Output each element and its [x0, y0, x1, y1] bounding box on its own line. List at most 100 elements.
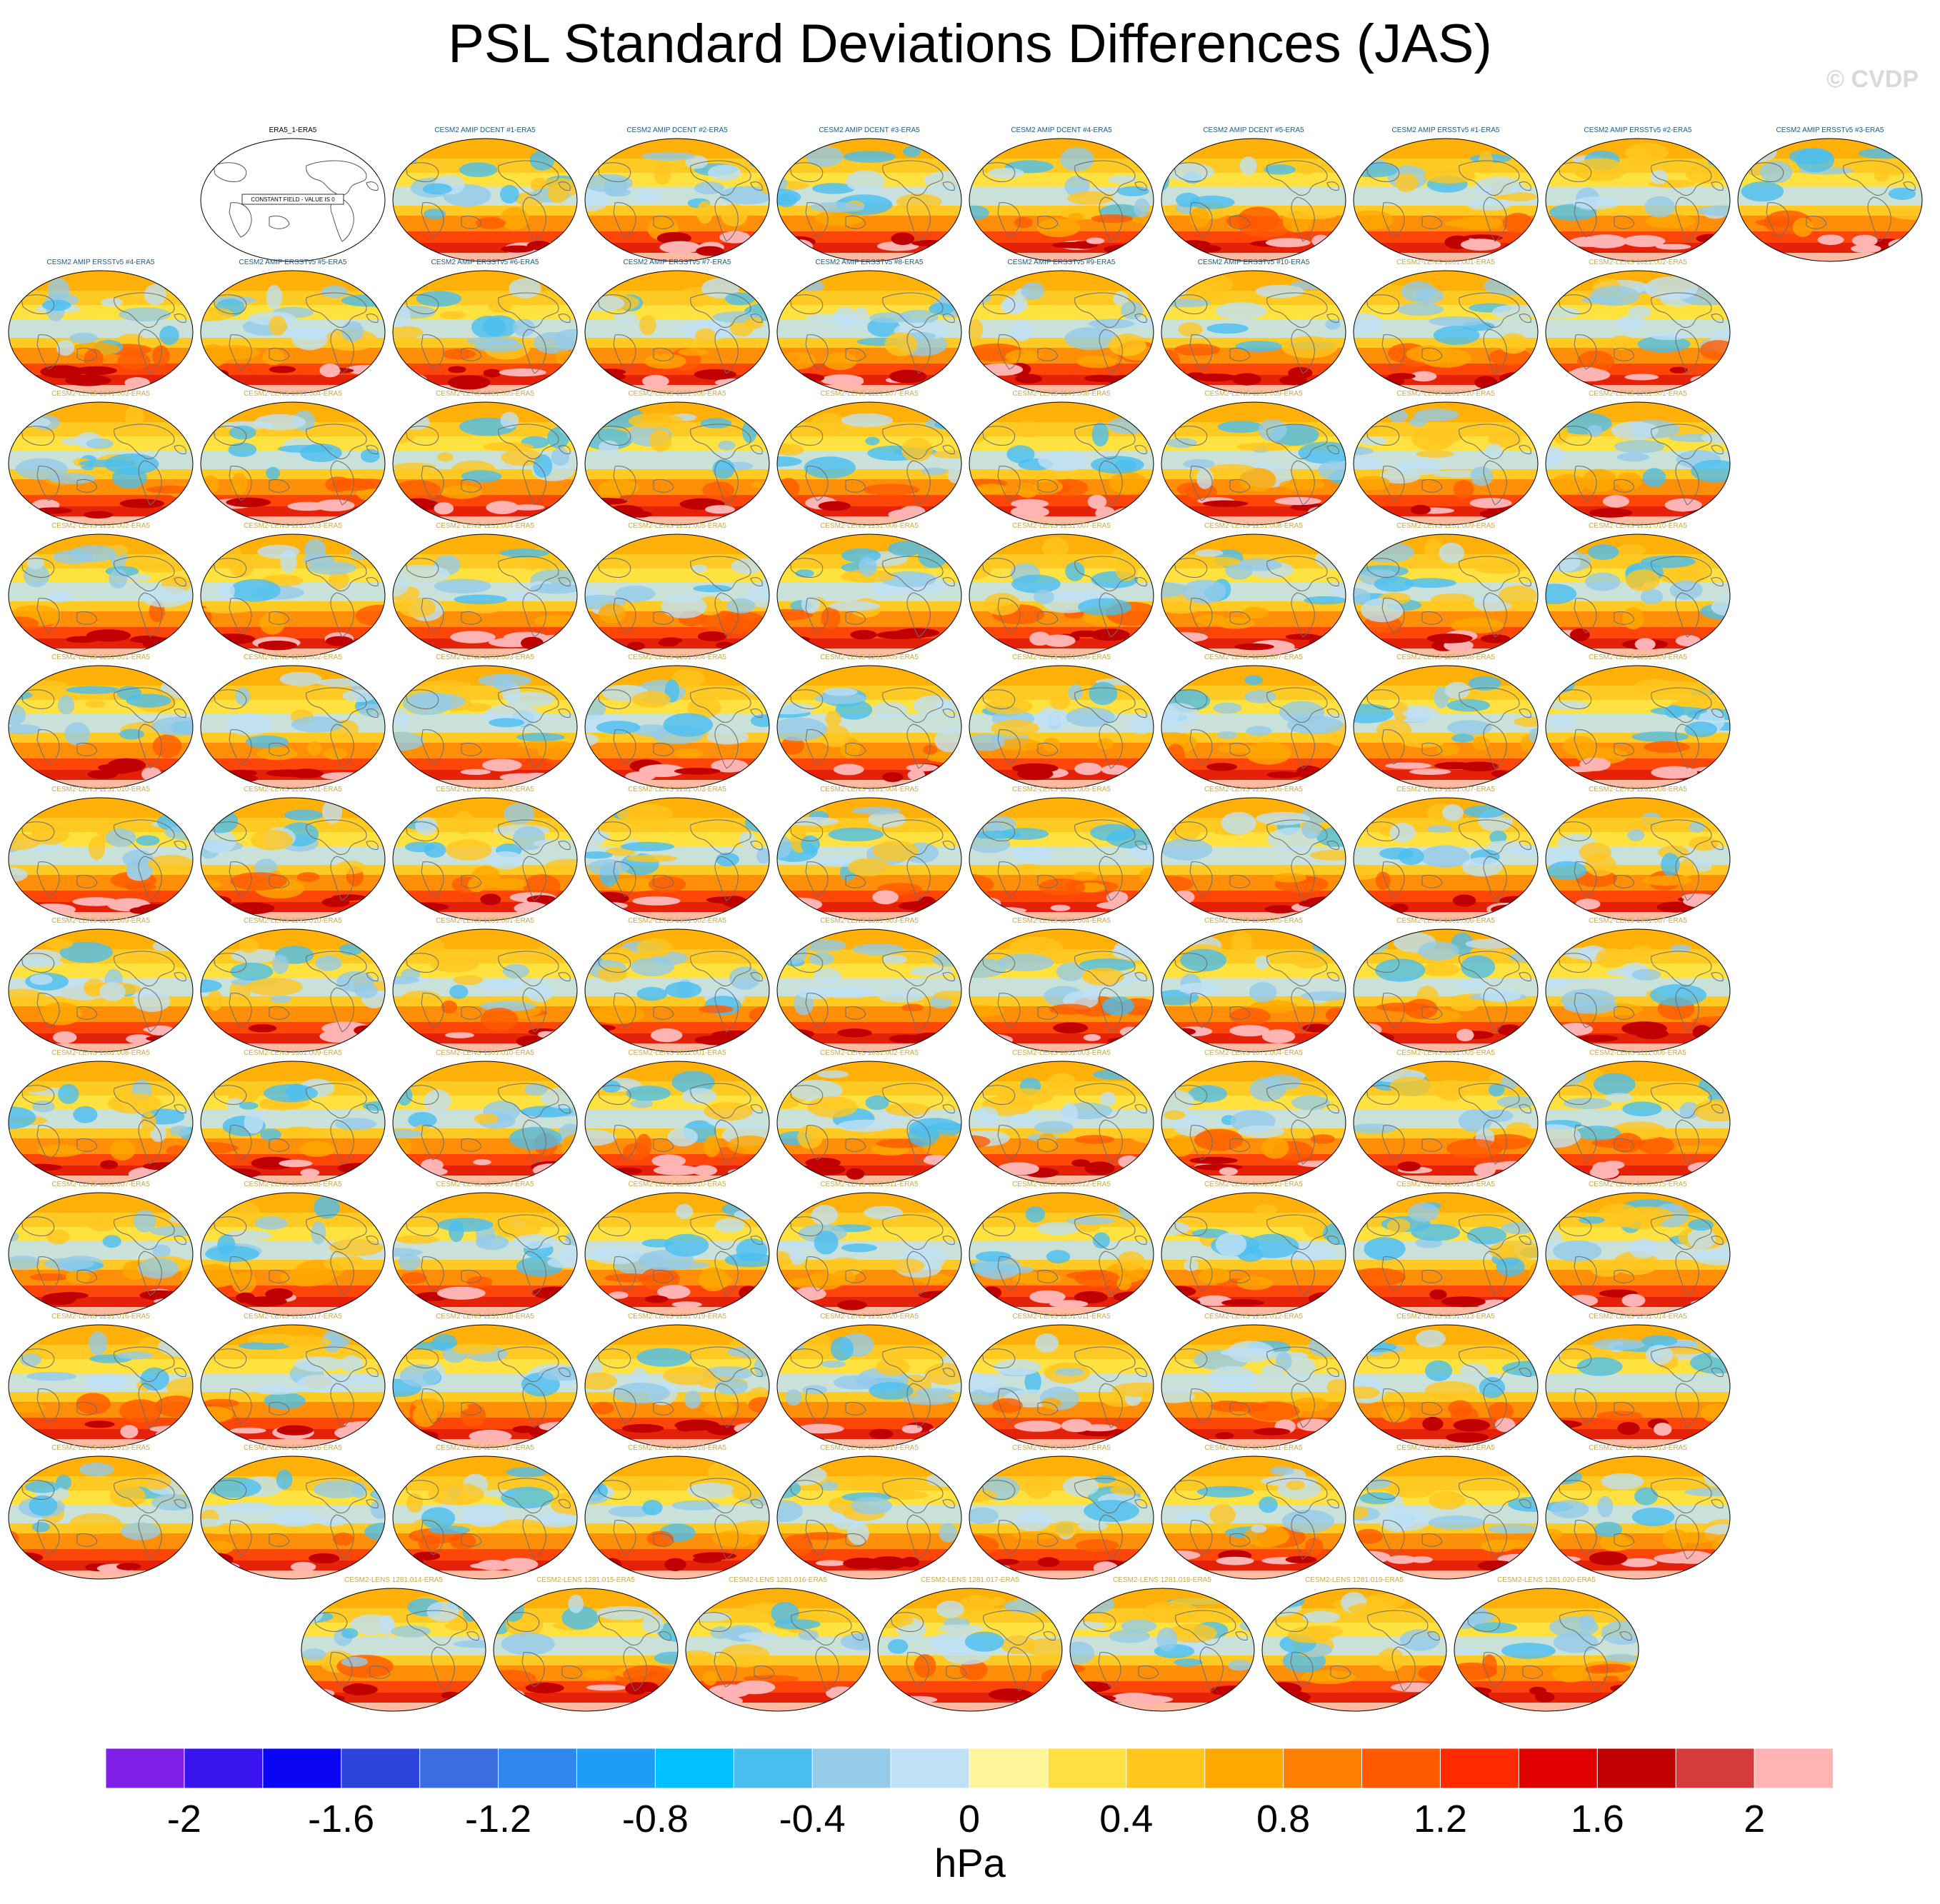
coastline [653, 215, 674, 229]
field-blob [1235, 340, 1283, 352]
coastline [714, 855, 739, 901]
field-blob [1688, 1218, 1714, 1231]
coastline [1134, 313, 1147, 323]
field-blob [561, 1605, 599, 1630]
world-map [969, 1324, 1154, 1448]
field-blob [979, 363, 1024, 376]
coastline [690, 292, 751, 328]
field-blob [1064, 326, 1117, 350]
field-blob [1050, 695, 1070, 710]
field-blob [1491, 770, 1509, 778]
coastline [981, 1348, 1016, 1368]
colorbar-bin [1675, 1748, 1756, 1788]
field-blob [671, 1500, 720, 1510]
coastline [405, 557, 439, 578]
coastline [845, 1269, 866, 1283]
panel-label: CESM2-LENS 1101.006-ERA5 [628, 390, 726, 398]
coastline [906, 1251, 931, 1296]
map-border [1161, 138, 1346, 262]
map-panel: CESM2-LENS 1031.002-ERA5 [776, 1048, 963, 1187]
map-panel: CESM2 AMIP ERSSTv5 #3-ERA5 [1736, 126, 1924, 264]
field-blob [1109, 1629, 1150, 1643]
field-blob [464, 703, 491, 712]
coastline [269, 347, 290, 361]
field-band [1262, 1692, 1446, 1703]
coastline [1651, 1214, 1712, 1250]
field-blob [1575, 898, 1601, 910]
field-blob [421, 1158, 444, 1171]
field-blob [910, 966, 954, 977]
field-band [585, 270, 769, 291]
panel-label: CESM2-LENS 1041.003-ERA5 [51, 390, 150, 398]
world-map [776, 665, 962, 789]
panel-label: CESM2-LENS 1051.003-ERA5 [1012, 1048, 1111, 1057]
field-blob [1062, 1476, 1099, 1497]
field-blob [1488, 348, 1532, 366]
field-blob [598, 603, 626, 623]
field-blob [1674, 569, 1701, 578]
field-blob [401, 374, 428, 386]
coastline [845, 1401, 866, 1416]
field-blob [1029, 1290, 1066, 1303]
coastline [981, 689, 1016, 709]
panel-label: CESM2-LENS 1171.009-ERA5 [436, 1181, 534, 1188]
panel-label: CESM2-LENS 1251.002-ERA5 [244, 653, 342, 661]
field-blob [418, 1534, 440, 1552]
field-blob [1061, 1418, 1092, 1432]
field-blob [1851, 234, 1878, 247]
field-blob [1285, 1555, 1317, 1563]
field-blob [1401, 281, 1436, 302]
coastline [942, 445, 955, 454]
field-blob [696, 246, 724, 256]
field-blob [694, 181, 724, 195]
coastline [882, 292, 944, 328]
field-blob [1107, 1037, 1141, 1044]
coastline [229, 466, 252, 501]
field-blob [1478, 151, 1494, 174]
world-map [200, 797, 386, 921]
coastline [597, 162, 631, 182]
field-blob [313, 1480, 364, 1498]
field-blob [499, 368, 546, 376]
world-map [776, 533, 962, 657]
field-blob [391, 1625, 431, 1638]
field-blob [1286, 716, 1344, 735]
field-blob [239, 1101, 259, 1110]
field-blob [1251, 1524, 1267, 1533]
field-blob [424, 209, 446, 219]
field-blob [1430, 593, 1475, 606]
field-blob [1075, 1538, 1119, 1552]
coastline [623, 1645, 647, 1692]
map-panel: CESM2-LENS 1251.005-ERA5 [776, 653, 963, 791]
coastline [421, 597, 444, 633]
field-blob [771, 1601, 799, 1624]
map-border [969, 797, 1154, 921]
field-blob [800, 1532, 847, 1540]
world-map [1161, 1061, 1346, 1184]
field-band [9, 666, 193, 686]
field-blob [150, 1124, 166, 1142]
field-blob [1025, 1206, 1046, 1223]
field-blob [11, 1558, 35, 1569]
field-blob [415, 816, 438, 835]
field-blob [476, 217, 506, 229]
panel-label: CESM2-LENS 1301.004-ERA5 [1012, 917, 1111, 925]
panel-label: CESM2 AMIP DCENT #4-ERA5 [1011, 126, 1112, 134]
world-map [1161, 270, 1346, 394]
coastline [1134, 1236, 1147, 1245]
map-panel: CESM2-LENS 1231.014-ERA5 [1352, 1180, 1539, 1318]
colorbar-bin [811, 1748, 892, 1788]
map-border [776, 928, 962, 1053]
world-map [392, 1061, 578, 1184]
field-blob [498, 1519, 542, 1529]
field-blob [482, 758, 522, 772]
field-blob [546, 858, 577, 873]
world-map [200, 533, 386, 657]
field-blob [393, 480, 441, 501]
field-blob [555, 349, 574, 364]
field-band [777, 243, 961, 253]
coastline [1098, 1651, 1121, 1688]
field-blob [152, 1244, 171, 1258]
field-blob [744, 316, 764, 329]
panel-label: CESM2-LENS 1301.003-ERA5 [820, 917, 919, 925]
